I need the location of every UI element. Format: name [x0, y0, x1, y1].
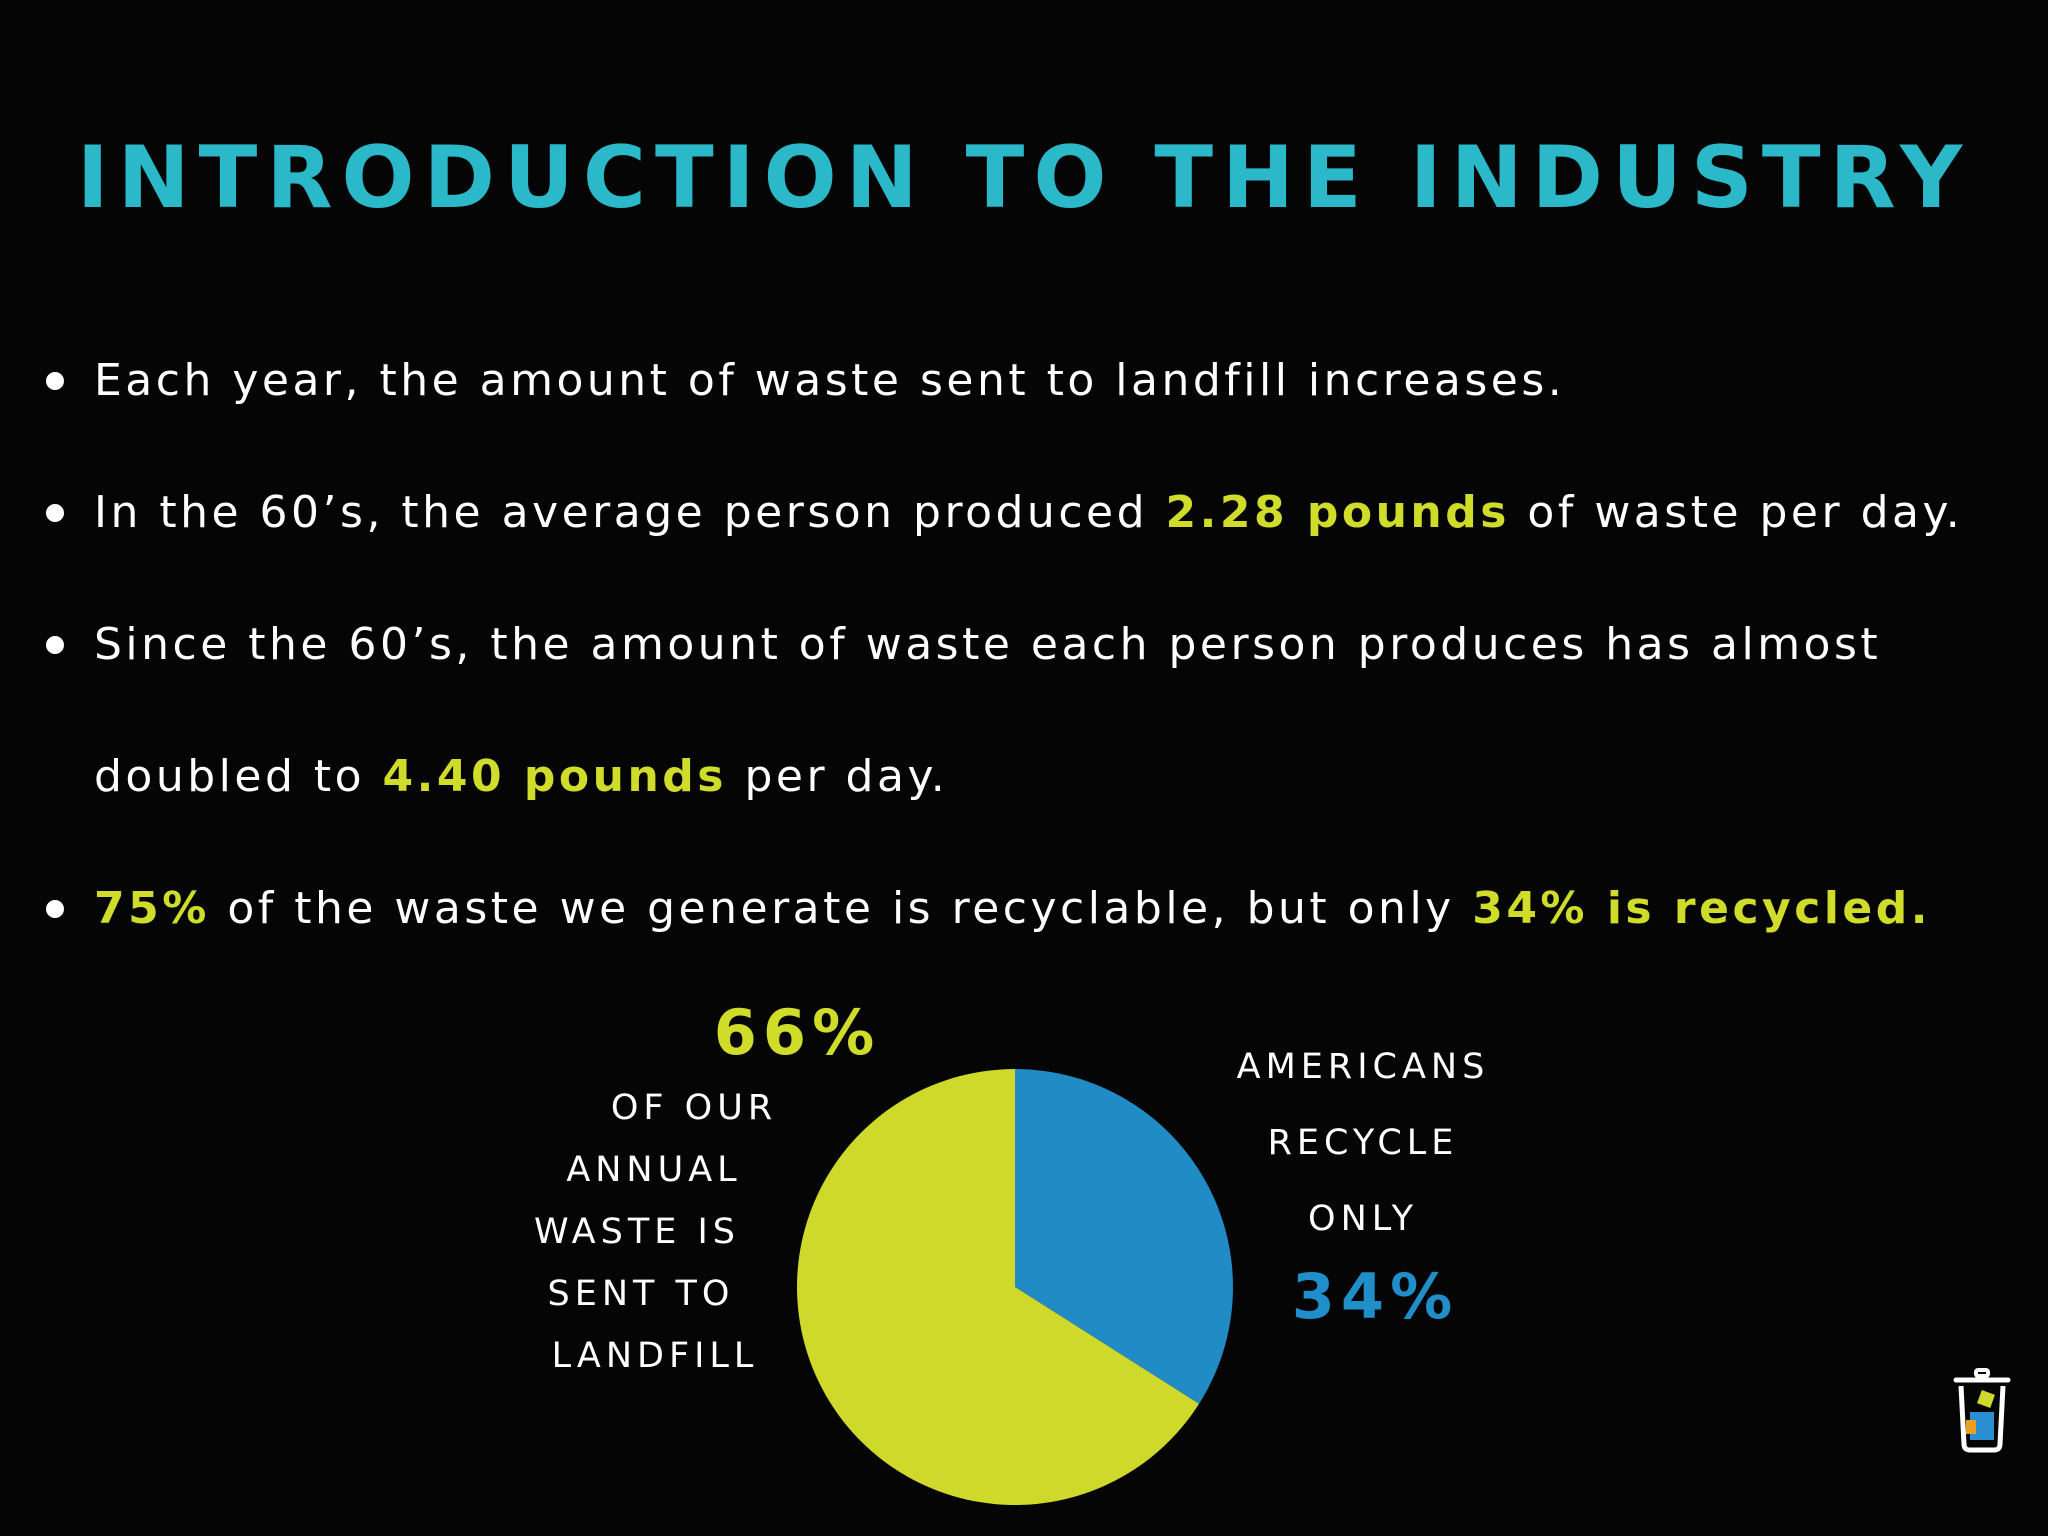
bullet-text: per day.	[726, 751, 949, 802]
bullet-item: Since the 60’s, the amount of waste each…	[94, 610, 1881, 680]
pie-caption-landfill-line: ANNUAL	[566, 1150, 741, 1190]
bullet-dot	[46, 504, 64, 522]
bullet-item: 75% of the waste we generate is recyclab…	[94, 874, 1931, 944]
pie-caption-landfill-line: OF OUR	[611, 1088, 777, 1128]
bullet-text: of waste per day.	[1509, 487, 1964, 538]
bullet-text: of the waste we generate is recyclable, …	[209, 883, 1473, 934]
bullet-dot	[46, 636, 64, 654]
highlight-text: 34% is recycled.	[1472, 883, 1931, 934]
pie-value-label-landfill: 66%	[714, 996, 880, 1069]
bullet-text: Each year, the amount of waste sent to l…	[94, 355, 1566, 406]
highlight-text: 2.28 pounds	[1165, 487, 1510, 538]
pie-value-label-recycled: 34%	[1292, 1260, 1458, 1333]
pie-caption-landfill-line: SENT TO	[548, 1274, 735, 1314]
bullet-text: Since the 60’s, the amount of waste each…	[94, 619, 1882, 670]
page-title: INTRODUCTION TO THE INDUSTRY	[76, 128, 1972, 228]
pie-slice-landfill	[796, 1069, 1200, 1505]
bullet-item-continuation: doubled to 4.40 pounds per day.	[94, 742, 948, 812]
bullet-item: Each year, the amount of waste sent to l…	[94, 346, 1565, 416]
pie-caption-recycled-line: ONLY	[1308, 1199, 1418, 1239]
highlight-text: 75%	[94, 883, 210, 934]
pie-caption-recycled-line: AMERICANS	[1237, 1047, 1490, 1087]
bullet-item: In the 60’s, the average person produced…	[94, 478, 1963, 548]
bullet-text: In the 60’s, the average person produced	[94, 487, 1166, 538]
bullet-dot	[46, 900, 64, 918]
pie-caption-landfill-line: LANDFILL	[552, 1336, 759, 1376]
pie-caption-recycled-line: RECYCLE	[1268, 1123, 1459, 1163]
pie-slice-recycled	[1015, 1069, 1233, 1404]
bullet-text: doubled to	[94, 751, 383, 802]
bullet-dot	[46, 372, 64, 390]
highlight-text: 4.40 pounds	[382, 751, 727, 802]
pie-caption-landfill-line: WASTE IS	[534, 1212, 740, 1252]
recycle-bin-icon	[1953, 1368, 2011, 1453]
